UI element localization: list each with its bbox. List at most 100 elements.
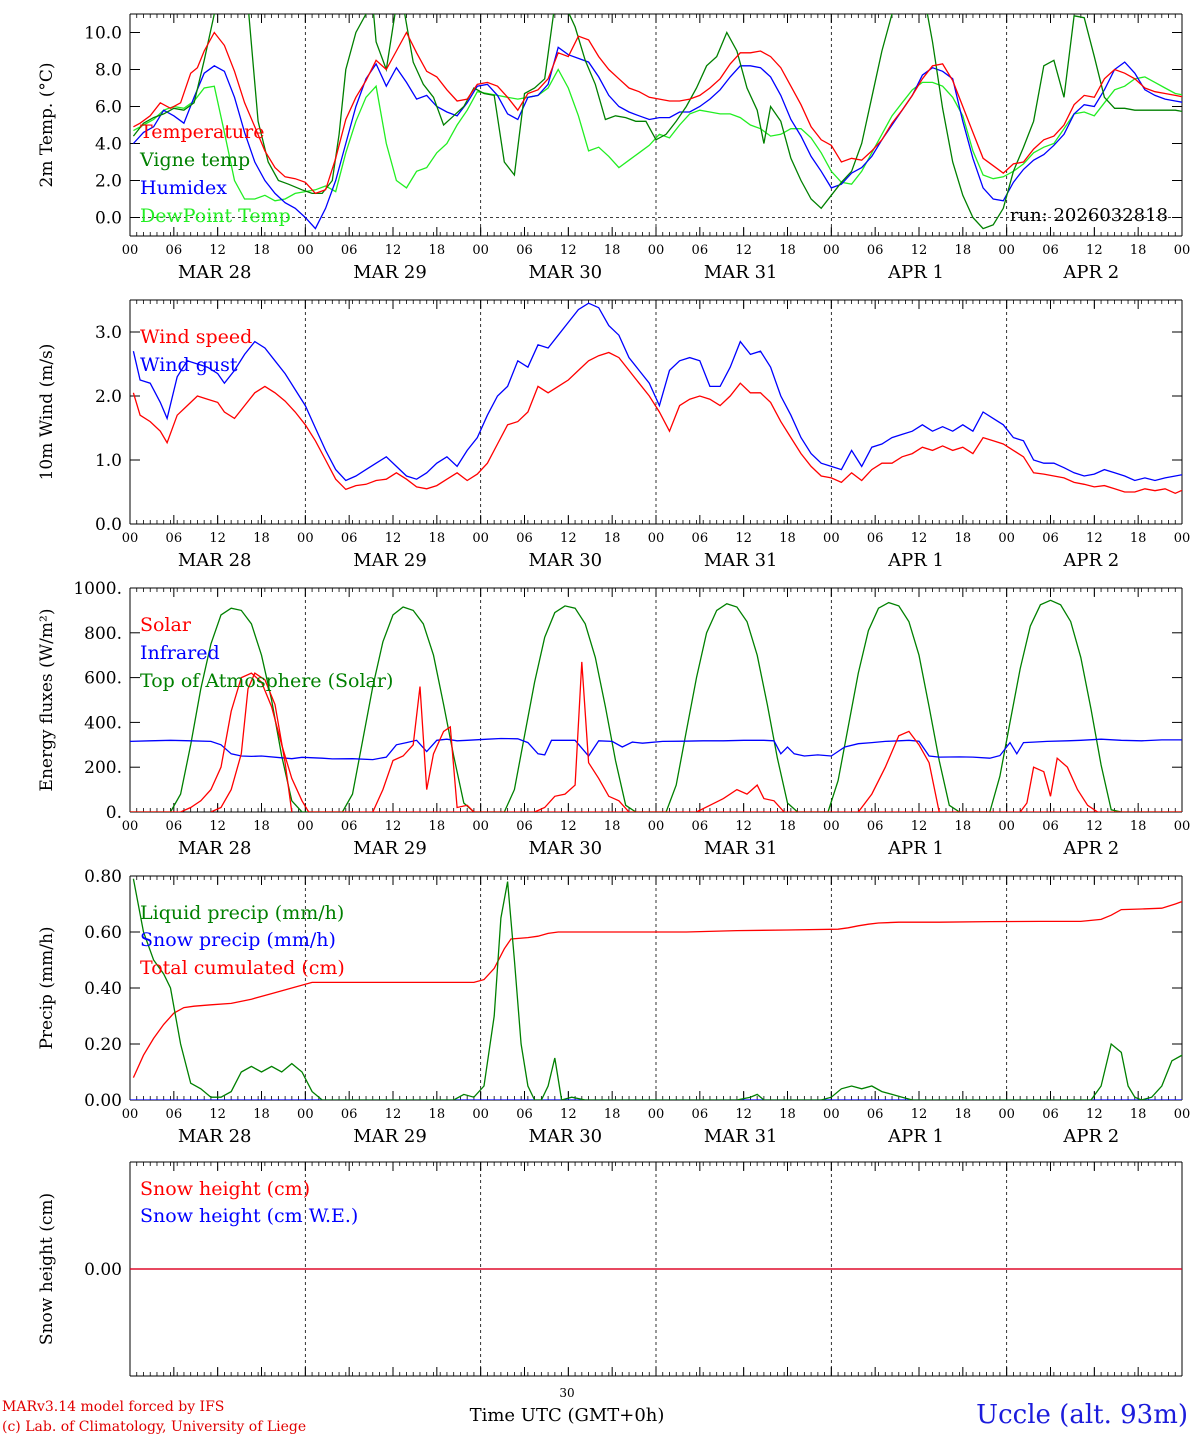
x-tick-label: 06 [166,243,183,258]
x-tick-label: 06 [341,1107,358,1122]
legend-entry: Snow height (cm W.E.) [140,1205,358,1227]
x-day-label: MAR 29 [353,262,427,283]
y-tick-label: 10.0 [84,24,122,44]
x-tick-label: 06 [341,531,358,546]
x-tick-label: 00 [823,819,840,834]
y-tick-label: 4.0 [95,135,122,155]
x-tick-label: 12 [560,531,577,546]
x-tick-label: 12 [209,243,226,258]
y-tick-label: 0.0 [95,209,122,229]
x-tick-label: 18 [955,531,972,546]
x-day-label: MAR 31 [704,838,778,859]
x-tick-label: 00 [823,243,840,258]
x-tick-label: 00 [472,531,489,546]
x-tick-label: 12 [1086,819,1103,834]
x-tick-label: 06 [692,531,709,546]
x-tick-label: 00 [1174,243,1191,258]
x-tick-label: 00 [1174,1107,1191,1122]
series-line-temperature [133,31,1182,195]
x-tick-label: 12 [735,243,752,258]
x-tick-label: 18 [253,1107,270,1122]
x-tick-label: 06 [1042,819,1059,834]
x-tick-label: 12 [560,243,577,258]
x-tick-label: 12 [1086,243,1103,258]
x-tick-label: 00 [122,819,139,834]
x-day-label: MAR 31 [704,1126,778,1147]
x-tick-label: 00 [122,243,139,258]
x-tick-label: 00 [297,1107,314,1122]
y-tick-label: 0. [106,803,122,823]
x-tick-label: 00 [823,531,840,546]
x-tick-label: 00 [648,819,665,834]
x-tick-label: 18 [429,531,446,546]
x-tick-label: 12 [385,1107,402,1122]
legend-entry: Snow height (cm) [140,1178,310,1200]
x-tick-label: 12 [1086,1107,1103,1122]
series-line-solar [210,672,293,812]
y-tick-label: 600. [84,669,122,689]
panel-precip: 00 06 12 18 00 06 12 18 00 06 12 18 00 06 12 18 00 06 12 18… [37,867,1190,1147]
y-tick-label: 0.80 [84,867,122,887]
x-day-label: MAR 30 [529,838,603,859]
series-line-infrared [130,737,1182,761]
run-annotation: run: 2026032818 [1010,205,1168,226]
x-tick-label: 06 [516,243,533,258]
x-tick-label: 12 [1086,531,1103,546]
y-tick-label: 0.40 [84,979,122,999]
x-tick-label: 18 [1130,1107,1147,1122]
y-tick-label: 2.0 [95,387,122,407]
x-tick-label: 18 [429,1107,446,1122]
y-tick-label: 800. [84,624,122,644]
x-tick-label: 18 [779,819,796,834]
y-tick-label: 0.20 [84,1035,122,1055]
x-tick-label: 06 [166,531,183,546]
x-tick-label: 06 [166,819,183,834]
x-tick-label: 18 [779,531,796,546]
legend-entry: Temperature [140,121,264,143]
legend-entry: Total cumulated (cm) [140,957,345,979]
x-day-label: MAR 29 [353,550,427,571]
x-day-label: APR 1 [887,1126,944,1147]
x-tick-label: 18 [779,243,796,258]
x-tick-label: 18 [429,243,446,258]
x-day-label: MAR 28 [178,1126,252,1147]
x-day-label: APR 1 [887,262,944,283]
x-tick-label: 12 [735,819,752,834]
x-day-label: MAR 30 [529,1126,603,1147]
x-tick-label: 00 [648,243,665,258]
y-tick-label: 1.0 [95,451,122,471]
y-tick-label: 1000. [73,579,122,599]
x-tick-label: 12 [209,819,226,834]
panel-temp: 00 06 12 18 00 06 12 18 00 06 12 18 00 06 12 18 00 06 12 18… [37,13,1191,283]
series-line-liquid-precip-mm-h- [132,878,1182,1100]
series-line-wind-gust [132,302,1182,482]
x-tick-label: 12 [385,819,402,834]
panel-snow: 0.00 Snow height (cm) Snow height (cm) Snow… [37,1161,1183,1377]
y-tick-label: 6.0 [95,98,122,118]
x-day-label: MAR 28 [178,550,252,571]
x-tick-label: 12 [911,819,928,834]
x-day-label: MAR 30 [529,262,603,283]
x-tick-label: 18 [955,819,972,834]
x-tick-label: 12 [911,243,928,258]
x-tick-label: 12 [560,1107,577,1122]
x-day-label: APR 2 [1062,550,1119,571]
x-tick-label: 06 [867,531,884,546]
y-axis-label: Snow height (cm) [37,1193,57,1345]
x-tick-label: 12 [385,531,402,546]
legend-entry: Snow precip (mm/h) [140,929,336,951]
x-tick-label: 12 [911,1107,928,1122]
x-tick-label: 18 [1130,243,1147,258]
legend-entry: Humidex [140,177,227,199]
y-tick-label: 0.0 [95,515,122,535]
x-tick-label: 00 [472,819,489,834]
legend-entry: Infrared [140,642,220,664]
x-tick-label: 06 [341,243,358,258]
y-axis-label: 10m Wind (m/s) [37,344,57,481]
x-tick-label: 12 [385,243,402,258]
x-tick-label: 18 [253,531,270,546]
x-tick-label: 06 [1042,243,1059,258]
x-tick-label: 06 [867,819,884,834]
x-day-label: APR 1 [887,838,944,859]
